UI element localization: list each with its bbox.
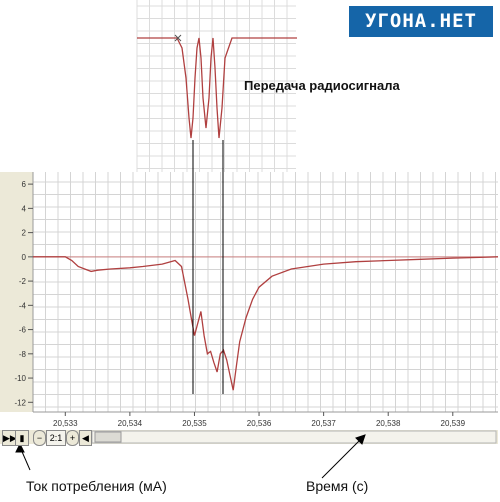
x-tick-label: 20,537	[311, 419, 336, 428]
x-axis-strip	[33, 412, 498, 430]
fast-forward-button[interactable]: ▶▶	[2, 430, 17, 446]
y-tick-labels: 6 4 2 0 -2 -4 -6 -8 -10 -12	[14, 180, 33, 407]
scrollbar-track[interactable]	[91, 430, 497, 444]
x-tick-label: 20,539	[441, 419, 466, 428]
x-axis-caption: Время (с)	[306, 478, 369, 494]
x-tick-label: 20,533	[53, 419, 78, 428]
x-tick-label: 20,535	[182, 419, 207, 428]
y-tick-label: 2	[22, 229, 27, 238]
fast-forward-icon: ▶▶	[3, 433, 17, 443]
plot-area	[33, 172, 498, 412]
scrollbar-thumb[interactable]	[94, 431, 122, 443]
x-tick-labels: 20,533 20,534 20,535 20,536 20,537 20,538 20,5…	[53, 412, 466, 428]
y-tick-label: -12	[14, 398, 26, 407]
x-tick-label: 20,536	[247, 419, 272, 428]
x-axis-callout-arrow	[321, 434, 366, 479]
y-tick-label: -4	[19, 301, 27, 310]
y-axis-callout-arrow	[15, 442, 31, 471]
y-tick-label: 4	[22, 204, 27, 213]
y-tick-label: -2	[19, 277, 27, 286]
inset-grid	[136, 0, 296, 186]
traces	[33, 37, 499, 391]
arrow-left-icon: ◀	[82, 433, 89, 443]
scroll-left-button[interactable]: ◀	[79, 430, 92, 446]
step-button[interactable]: ▮	[15, 430, 29, 446]
cursor-cross-icon	[174, 34, 182, 42]
y-axis-caption: Ток потребления (мА)	[26, 478, 167, 494]
inset-trace	[137, 37, 297, 139]
y-tick-label: -10	[14, 374, 26, 383]
zoom-in-button[interactable]: +	[66, 430, 79, 446]
y-tick-label: -8	[19, 350, 27, 359]
step-icon: ▮	[19, 433, 25, 443]
main-grid	[33, 172, 498, 412]
minus-icon: −	[36, 433, 43, 443]
annotation-title: Передача радиосигнала	[244, 78, 400, 93]
zoom-out-button[interactable]: −	[33, 430, 46, 446]
current-trace	[33, 256, 499, 391]
zoom-level: 2:1	[46, 430, 66, 446]
y-axis-ruler	[0, 172, 33, 412]
y-tick-label: -6	[19, 326, 27, 335]
x-tick-label: 20,534	[118, 419, 143, 428]
y-tick-label: 6	[22, 180, 27, 189]
y-tick-label: 0	[22, 253, 27, 262]
site-logo: УГОНА.НЕТ	[349, 6, 493, 37]
x-tick-label: 20,538	[376, 419, 401, 428]
plus-icon: +	[69, 433, 76, 443]
